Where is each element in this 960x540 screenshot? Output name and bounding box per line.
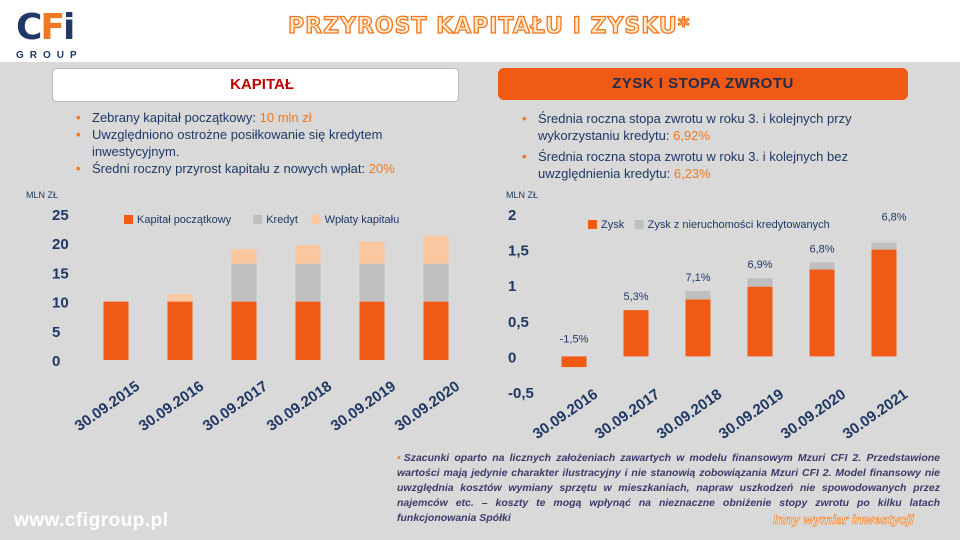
data-label: -1,5% [560,333,589,345]
profit-bullet: Średnia roczna stopa zwrotu w roku 3. i … [518,148,918,182]
y-tick-label: 1 [508,278,516,295]
bar [747,278,773,287]
bar [295,244,321,264]
y-tick-label: 1,5 [508,243,529,260]
bar [103,301,129,360]
legend-swatch [588,220,597,229]
bar [685,290,711,300]
profit-section-header: ZYSK I STOPA ZWROTU [498,68,908,100]
legend-swatch [634,220,644,229]
legend-label: Zysk [601,219,625,231]
legend-swatch [253,215,263,224]
bar [561,356,587,368]
y-tick-label: 0 [508,349,516,366]
capital-bullet: Zebrany kapitał początkowy: 10 mln zł [72,109,467,126]
bar [423,235,449,264]
page-title: PRZYROST KAPITAŁU I ZYSKU* [287,13,691,39]
x-tick-label: 30.09.2020 [778,386,849,443]
x-tick-label: 30.09.2018 [264,378,335,435]
bar [359,263,385,302]
tagline: Inny wymiar inwestycji [773,512,914,528]
capital-section-header: KAPITAŁ [52,68,459,102]
y-tick-label: 2 [508,207,516,224]
profit-chart: MLN ZŁ 2 1,5 1 0,5 0 -0,5 Zysk Zysk z nieruchomo… [506,190,911,443]
bar [295,301,321,360]
data-label: 6,9% [747,259,772,271]
bar [231,301,257,360]
x-tick-label: 30.09.2016 [530,386,601,443]
y-tick-label: -0,5 [508,385,534,402]
legend-swatch [311,215,321,224]
bar [231,263,257,302]
y-tick-label: 0 [52,353,60,370]
x-tick-label: 30.09.2018 [654,386,725,443]
capital-heading: KAPITAŁ [230,76,294,93]
capital-bullet: Średni roczny przyrost kapitału z nowych… [72,160,467,177]
profit-bullet: Średnia roczna stopa zwrotu w roku 3. i … [518,110,918,144]
bar [295,263,321,302]
x-tick-label: 30.09.2020 [392,378,463,435]
legend-label: Kredyt [266,214,298,226]
bar [359,301,385,360]
data-label: 6,8% [809,243,834,255]
legend-label: Zysk z nieruchomości kredytowanych [648,219,830,231]
y-tick-label: 0,5 [508,314,529,331]
bar [747,286,773,357]
footnote: Szacunki oparto na licznych założeniach … [397,451,940,526]
x-tick-label: 30.09.2021 [840,386,911,443]
y-tick-label: 15 [52,265,69,282]
unit-label: MLN ZŁ [506,190,538,200]
capital-chart: MLN ZŁ 25 20 15 10 5 0 Kapitał początkowy Kredyt… [26,190,463,435]
bar [359,241,385,264]
data-label: 7,1% [685,272,710,284]
legend-swatch [124,215,133,224]
x-tick-label: 30.09.2019 [328,378,399,435]
bar [685,299,711,357]
data-label: 6,8% [881,211,906,223]
y-tick-label: 10 [52,295,69,312]
website-link[interactable]: www.cfigroup.pl [14,510,169,531]
capital-bullet-list: Zebrany kapitał początkowy: 10 mln zł Uw… [72,109,467,177]
x-tick-label: 30.09.2019 [716,386,787,443]
bar [231,249,257,264]
x-tick-label: 30.09.2017 [592,386,663,443]
top-bar [0,0,960,62]
x-tick-label: 30.09.2017 [200,378,271,435]
bar [167,294,193,302]
legend-label: Kapitał początkowy [137,214,232,226]
capital-bullet: Uwzględniono ostrożne posiłkowanie się k… [72,126,467,160]
company-logo[interactable]: CFi GROUP [16,8,86,64]
logo-subtext: GROUP [16,50,83,61]
data-label: 5,3% [623,291,648,303]
bar [623,310,649,357]
y-tick-label: 25 [52,207,69,224]
x-tick-label: 30.09.2015 [72,378,143,435]
x-tick-label: 30.09.2016 [136,378,207,435]
y-tick-label: 20 [52,236,69,253]
bar [809,262,835,270]
profit-heading: ZYSK I STOPA ZWROTU [612,75,794,92]
bar [423,263,449,302]
bar [423,301,449,360]
logo-text: CFi [16,7,75,48]
unit-label: MLN ZŁ [26,190,58,200]
bar [871,242,897,250]
legend-label: Wpłaty kapitału [325,214,400,226]
bar [167,301,193,360]
bar [871,249,897,357]
profit-bullet-list: Średnia roczna stopa zwrotu w roku 3. i … [518,110,918,186]
y-tick-label: 5 [52,324,60,341]
bar [809,269,835,357]
